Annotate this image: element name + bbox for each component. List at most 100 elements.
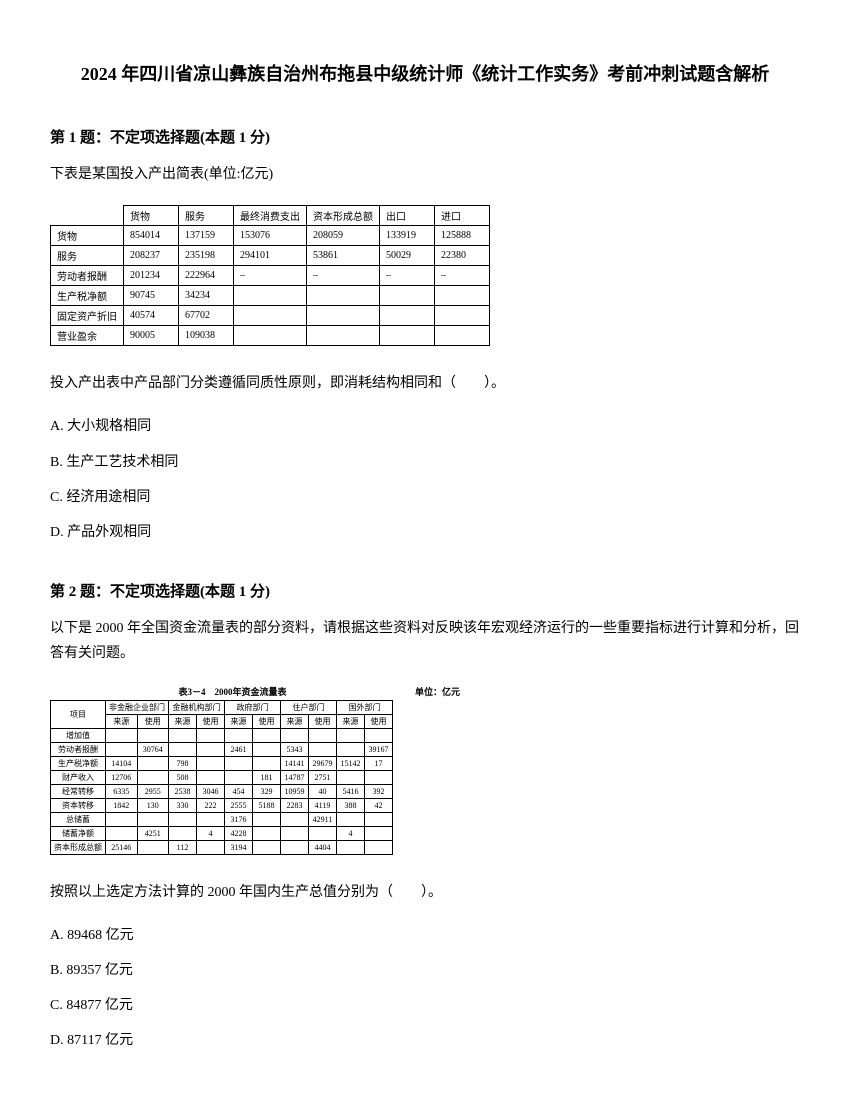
q1-cell: 货物 (51, 226, 124, 246)
q2-cell (337, 770, 365, 784)
q2-option-a: A. 89468 亿元 (50, 923, 800, 948)
q1-th: 出口 (380, 206, 435, 226)
q2-cell: 330 (169, 798, 197, 812)
q2-cell: 222 (197, 798, 225, 812)
q2-cell: 4251 (137, 826, 169, 840)
q2-cell: 生产税净额 (51, 756, 106, 770)
q2-option-b: B. 89357 亿元 (50, 958, 800, 983)
q1-cell (435, 286, 490, 306)
q1-question: 投入产出表中产品部门分类遵循同质性原则，即消耗结构相同和（ ）。 (50, 371, 800, 396)
q1-option-b: B. 生产工艺技术相同 (50, 450, 800, 475)
q2-section-title: 第 2 题：不定项选择题(本题 1 分) (50, 580, 800, 601)
q2-th: 使用 (197, 714, 225, 728)
q2-th: 非金融企业部门 (106, 700, 169, 714)
q1-cell: 53861 (307, 246, 380, 266)
q2-th: 使用 (309, 714, 337, 728)
q2-cell: 资本形成总额 (51, 840, 106, 854)
q1-cell (380, 286, 435, 306)
q2-cell (281, 812, 309, 826)
q2-table-unit: 单位：亿元 (415, 685, 460, 698)
q2-cell (281, 826, 309, 840)
q2-table: 项目 非金融企业部门 金融机构部门 政府部门 住户部门 国外部门 来源 使用 来… (50, 700, 393, 855)
q2-cell: 2751 (309, 770, 337, 784)
q2-cell: 181 (253, 770, 281, 784)
q2-cell (337, 728, 365, 742)
q2-cell: 39167 (365, 742, 393, 756)
q1-option-d: D. 产品外观相同 (50, 520, 800, 545)
q1-cell: 294101 (234, 246, 307, 266)
q1-cell (435, 326, 490, 346)
q2-cell: 12706 (106, 770, 138, 784)
q2-cell: 798 (169, 756, 197, 770)
q1-table: 货物 服务 最终消费支出 资本形成总额 出口 进口 货物 854014 1371… (50, 205, 490, 346)
q2-cell: 4404 (309, 840, 337, 854)
q2-cell: 2555 (225, 798, 253, 812)
q1-cell: 22380 (435, 246, 490, 266)
question-2: 第 2 题：不定项选择题(本题 1 分) 以下是 2000 年全国资金流量表的部… (50, 580, 800, 1053)
q2-cell: 劳动者报酬 (51, 742, 106, 756)
q1-th: 进口 (435, 206, 490, 226)
q1-cell (234, 286, 307, 306)
q1-cell: 201234 (124, 266, 179, 286)
q2-question: 按照以上选定方法计算的 2000 年国内生产总值分别为（ ）。 (50, 880, 800, 905)
q2-cell (309, 728, 337, 742)
q2-cell: 388 (337, 798, 365, 812)
q2-cell (281, 840, 309, 854)
q2-cell: 17 (365, 756, 393, 770)
q2-cell: 329 (253, 784, 281, 798)
q2-table-title: 表3－4 2000年资金流量表 (50, 685, 415, 698)
q2-cell: 4119 (309, 798, 337, 812)
q2-cell (365, 770, 393, 784)
q2-cell (169, 728, 197, 742)
q1-cell: 125888 (435, 226, 490, 246)
q2-cell (169, 742, 197, 756)
q2-cell (309, 742, 337, 756)
q2-th: 来源 (281, 714, 309, 728)
question-1: 第 1 题：不定项选择题(本题 1 分) 下表是某国投入产出简表(单位:亿元) … (50, 126, 800, 545)
q2-cell (365, 728, 393, 742)
q1-cell: 133919 (380, 226, 435, 246)
q2-cell (106, 812, 138, 826)
q2-cell: 10959 (281, 784, 309, 798)
q2-cell: 3194 (225, 840, 253, 854)
q2-th: 国外部门 (337, 700, 393, 714)
q1-cell: – (307, 266, 380, 286)
q2-cell (337, 742, 365, 756)
q2-cell: 5416 (337, 784, 365, 798)
q1-cell: 50029 (380, 246, 435, 266)
q2-cell (197, 742, 225, 756)
q2-cell (106, 742, 138, 756)
q2-th: 政府部门 (225, 700, 281, 714)
q2-cell: 14104 (106, 756, 138, 770)
q2-cell (337, 840, 365, 854)
q1-cell (234, 306, 307, 326)
q2-cell (197, 840, 225, 854)
q2-option-d: D. 87117 亿元 (50, 1028, 800, 1053)
q1-cell: 服务 (51, 246, 124, 266)
q2-cell: 储蓄净额 (51, 826, 106, 840)
q2-cell: 2461 (225, 742, 253, 756)
q2-cell: 2955 (137, 784, 169, 798)
q1-cell (307, 306, 380, 326)
q1-cell: 137159 (179, 226, 234, 246)
q2-cell (253, 812, 281, 826)
q1-th: 货物 (124, 206, 179, 226)
q2-cell: 392 (365, 784, 393, 798)
q2-cell: 6335 (106, 784, 138, 798)
q2-cell: 4228 (225, 826, 253, 840)
q2-cell: 2538 (169, 784, 197, 798)
q2-cell (137, 840, 169, 854)
q2-cell: 508 (169, 770, 197, 784)
q2-cell: 经常转移 (51, 784, 106, 798)
q2-cell: 资本转移 (51, 798, 106, 812)
q2-th: 金融机构部门 (169, 700, 225, 714)
q1-cell: 生产税净额 (51, 286, 124, 306)
q2-cell: 3176 (225, 812, 253, 826)
q2-cell (197, 770, 225, 784)
q2-cell (106, 826, 138, 840)
q2-cell: 30764 (137, 742, 169, 756)
q2-th: 来源 (225, 714, 253, 728)
q2-th: 使用 (365, 714, 393, 728)
q1-cell: 固定资产折旧 (51, 306, 124, 326)
q1-th: 资本形成总额 (307, 206, 380, 226)
